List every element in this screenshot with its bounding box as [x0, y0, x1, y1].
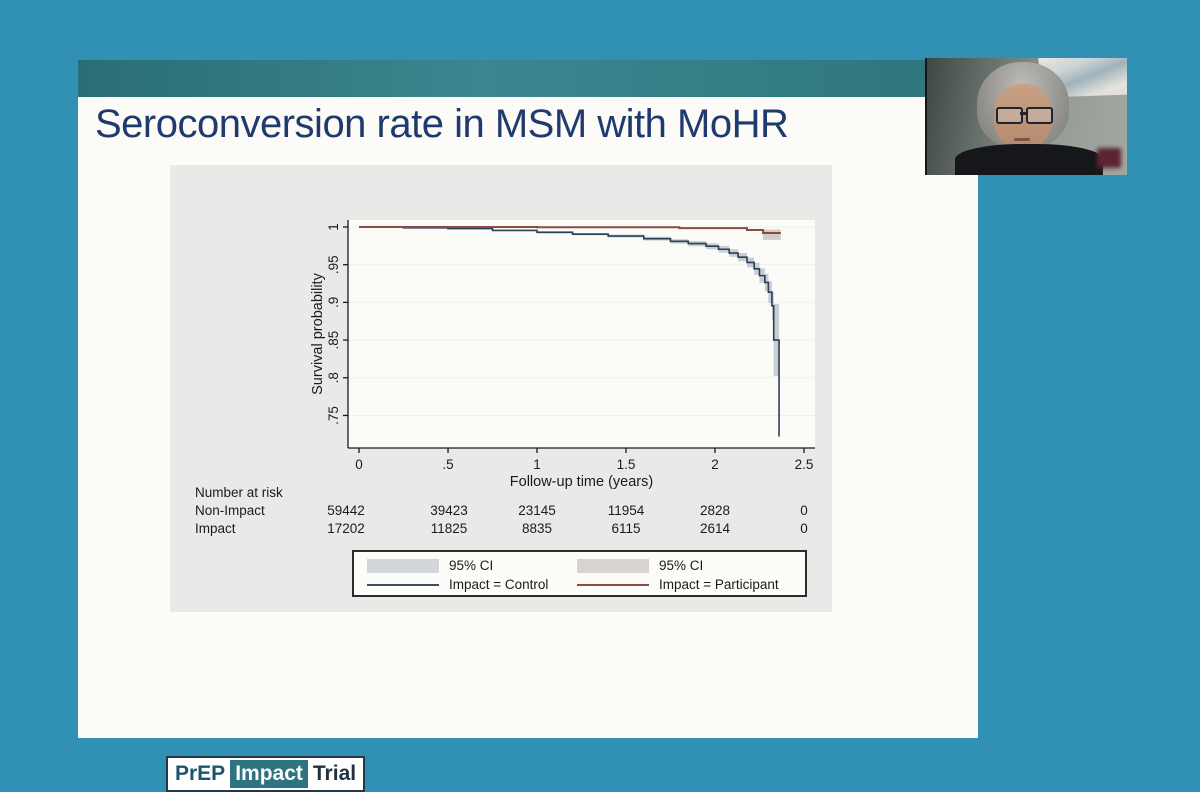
risk-value: 17202 — [327, 521, 365, 536]
svg-text:1: 1 — [533, 457, 541, 472]
svg-text:Survival probability: Survival probability — [310, 272, 326, 394]
slide-top-bar — [78, 60, 978, 97]
risk-value: 11825 — [430, 521, 468, 536]
svg-text:Follow-up time (years): Follow-up time (years) — [510, 474, 653, 490]
svg-text:1.5: 1.5 — [617, 457, 636, 472]
svg-text:.9: .9 — [326, 297, 341, 308]
risk-row-label: Non-Impact — [195, 503, 265, 518]
risk-value: 2614 — [699, 521, 731, 536]
risk-value: 23145 — [518, 503, 556, 518]
svg-text:1: 1 — [326, 223, 341, 231]
presenter-face — [994, 84, 1052, 148]
risk-value: 11954 — [607, 503, 645, 518]
risk-value: 6115 — [611, 521, 641, 536]
svg-text:.85: .85 — [326, 331, 341, 350]
logo-segment-trial: Trial — [307, 760, 362, 788]
background-object — [1097, 148, 1121, 168]
legend-label: Impact = Control — [449, 577, 549, 592]
ci-swatch-control — [367, 559, 439, 573]
presenter-mouth — [1014, 138, 1030, 141]
risk-value: 8835 — [521, 521, 553, 536]
svg-text:.95: .95 — [326, 255, 341, 274]
survival-chart-panel: 0 .5 1 1.5 2 2.5 1 .95 .9 .85 .8 .75 Follow-up time … — [170, 165, 832, 612]
slide-title: Seroconversion rate in MSM with MoHR — [95, 102, 789, 146]
kaplan-meier-chart: 0 .5 1 1.5 2 2.5 1 .95 .9 .85 .8 .75 Follow-up time … — [310, 220, 815, 490]
ci-swatch-participant — [577, 559, 649, 573]
legend-label: 95% CI — [659, 558, 704, 573]
line-swatch-control — [367, 584, 439, 586]
svg-text:.8: .8 — [326, 372, 341, 383]
glasses-bridge — [1020, 112, 1028, 115]
logo-segment-prep: PrEP — [170, 760, 231, 788]
legend-label: 95% CI — [449, 558, 494, 573]
svg-text:2: 2 — [711, 457, 719, 472]
svg-text:.75: .75 — [326, 406, 341, 425]
risk-value: 59442 — [327, 503, 365, 518]
svg-text:.5: .5 — [442, 457, 453, 472]
risk-row-label: Impact — [195, 521, 236, 536]
legend-label: Impact = Participant — [659, 577, 779, 592]
logo-segment-impact: Impact — [230, 760, 308, 788]
svg-text:0: 0 — [355, 457, 363, 472]
presenter-shoulders — [955, 144, 1103, 175]
line-swatch-participant — [577, 584, 649, 586]
risk-value: 2828 — [699, 503, 731, 518]
risk-table-header: Number at risk — [195, 485, 283, 500]
presentation-slide: Seroconversion rate in MSM with MoHR 0 .5… — [78, 60, 978, 792]
presenter-webcam — [925, 58, 1127, 175]
prep-impact-trial-logo: PrEP Impact Trial — [166, 756, 366, 792]
svg-text:2.5: 2.5 — [795, 457, 814, 472]
risk-value: 0 — [800, 503, 808, 518]
risk-value: 39423 — [430, 503, 468, 518]
glasses-icon — [996, 107, 1023, 124]
risk-value: 0 — [800, 521, 808, 536]
chart-legend: 95% CI 95% CI Impact = Control Impact = … — [352, 550, 807, 597]
glasses-icon — [1026, 107, 1053, 124]
